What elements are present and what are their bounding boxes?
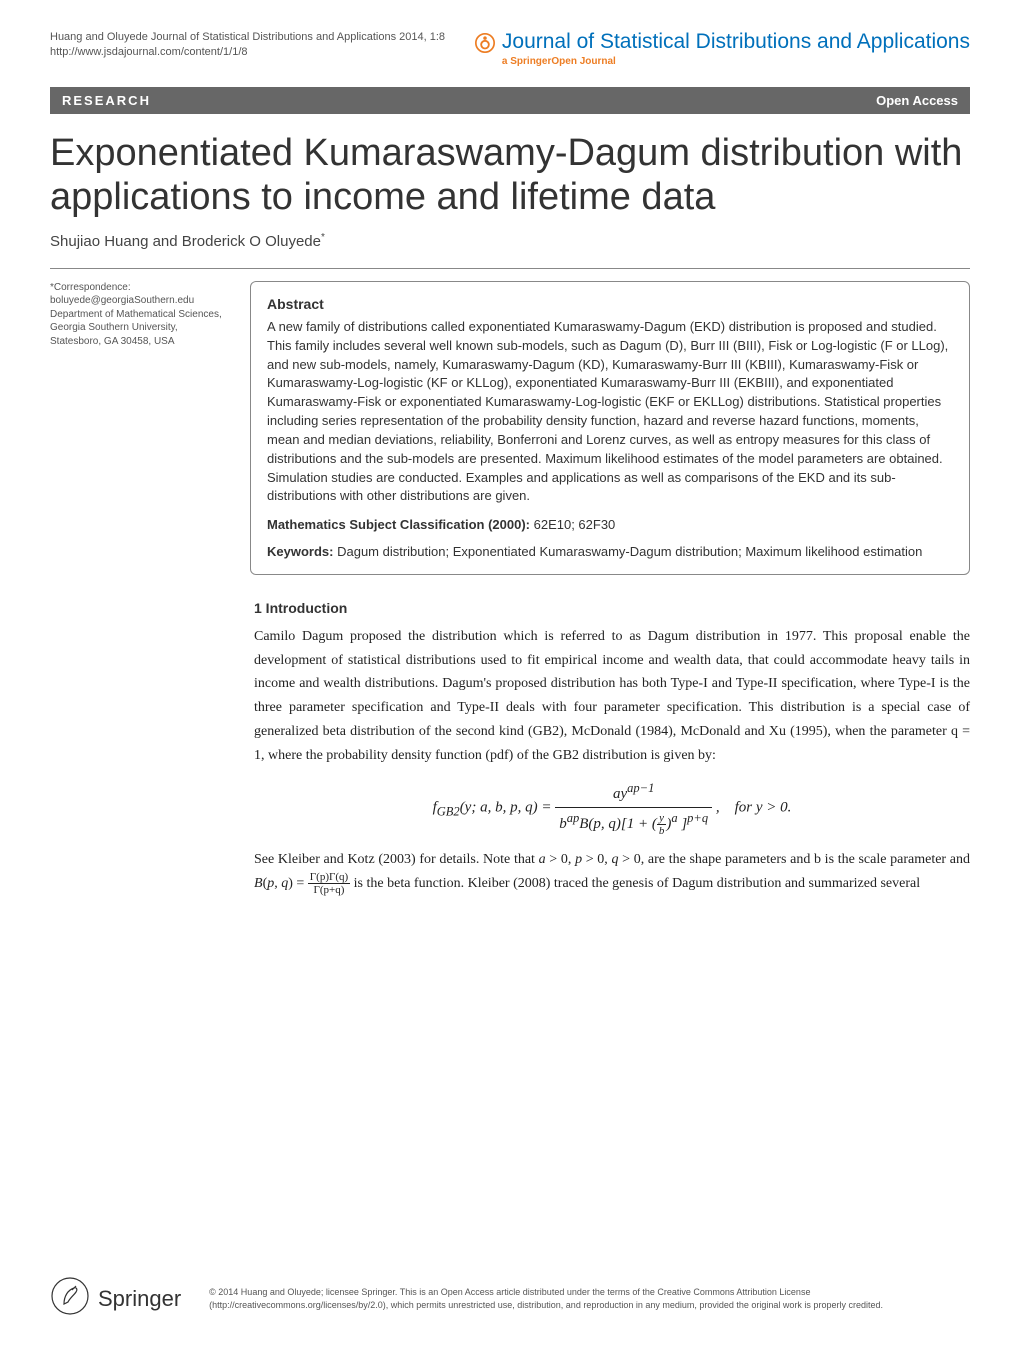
para2-c: is the beta function. Kleiber (2008) tra…: [350, 876, 920, 891]
journal-name: Journal of Statistical Distributions and…: [502, 30, 970, 54]
journal-brand: Journal of Statistical Distributions and…: [474, 30, 970, 67]
journal-brand-icon: [474, 32, 496, 54]
section-heading: 1 Introduction: [254, 597, 970, 621]
intro-paragraph-2: See Kleiber and Kotz (2003) for details.…: [254, 848, 970, 897]
correspondence-block: *Correspondence: boluyede@georgiaSouther…: [50, 281, 230, 575]
msc-codes: 62E10; 62F30: [534, 517, 616, 532]
intro-paragraph-1: Camilo Dagum proposed the distribution w…: [254, 625, 970, 768]
page-footer: Springer © 2014 Huang and Oluyede; licen…: [50, 1276, 970, 1321]
two-column-layout: *Correspondence: boluyede@georgiaSouther…: [0, 281, 1020, 575]
banner-open-access: Open Access: [876, 93, 958, 108]
springer-horse-icon: [50, 1276, 90, 1321]
journal-subtitle: a SpringerOpen Journal: [502, 56, 970, 67]
citation-block: Huang and Oluyede Journal of Statistical…: [50, 30, 445, 61]
abstract-body: A new family of distributions called exp…: [267, 318, 953, 506]
abstract-box: Abstract A new family of distributions c…: [250, 281, 970, 575]
correspondence-affiliation: Department of Mathematical Sciences, Geo…: [50, 309, 222, 347]
copyright-text: © 2014 Huang and Oluyede; licensee Sprin…: [209, 1286, 970, 1310]
header-rule: [50, 268, 970, 269]
abstract-heading: Abstract: [267, 294, 953, 314]
citation-url[interactable]: http://www.jsdajournal.com/content/1/1/8: [50, 46, 248, 58]
article-title: Exponentiated Kumaraswamy-Dagum distribu…: [0, 114, 1020, 231]
para2-b: are the shape parameters and b is the sc…: [644, 852, 970, 867]
page-header: Huang and Oluyede Journal of Statistical…: [0, 0, 1020, 79]
corresponding-mark: *: [321, 232, 325, 243]
correspondence-email[interactable]: boluyede@georgiaSouthern.edu: [50, 295, 194, 306]
keywords-text: Dagum distribution; Exponentiated Kumara…: [337, 544, 922, 559]
keywords-line: Keywords: Dagum distribution; Exponentia…: [267, 543, 953, 562]
equation-gb2-pdf: fGB2(y; a, b, p, q) = ayap−1 bapB(p, q)[…: [254, 778, 970, 838]
springer-text: Springer: [98, 1286, 181, 1312]
msc-line: Mathematics Subject Classification (2000…: [267, 516, 953, 535]
authors-line: Shujiao Huang and Broderick O Oluyede*: [0, 232, 1020, 262]
abstract-column: Abstract A new family of distributions c…: [250, 281, 970, 575]
springer-logo: Springer: [50, 1276, 181, 1321]
citation-line-1: Huang and Oluyede Journal of Statistical…: [50, 31, 445, 43]
authors-text: Shujiao Huang and Broderick O Oluyede: [50, 233, 321, 250]
article-type-banner: RESEARCH Open Access: [50, 87, 970, 114]
section-introduction: 1 Introduction Camilo Dagum proposed the…: [0, 575, 1020, 897]
keywords-label: Keywords:: [267, 544, 333, 559]
banner-research: RESEARCH: [62, 93, 151, 108]
correspondence-label: *Correspondence:: [50, 282, 131, 293]
para2-a: See Kleiber and Kotz (2003) for details.…: [254, 852, 539, 867]
msc-label: Mathematics Subject Classification (2000…: [267, 517, 530, 532]
